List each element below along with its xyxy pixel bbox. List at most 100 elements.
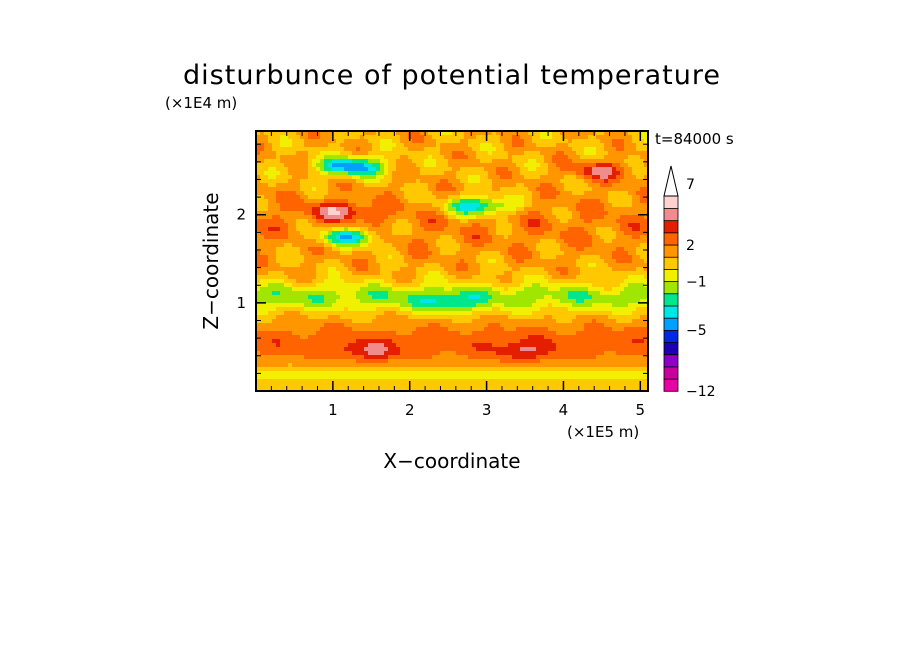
heatmap-cell bbox=[360, 159, 365, 164]
heatmap-cell bbox=[424, 195, 429, 200]
heatmap-cell bbox=[624, 319, 629, 324]
heatmap-cell bbox=[320, 131, 325, 136]
heatmap-cell bbox=[572, 299, 577, 304]
heatmap-cell bbox=[504, 251, 509, 256]
heatmap-cell bbox=[356, 243, 361, 248]
heatmap-cell bbox=[264, 271, 269, 276]
heatmap-cell bbox=[448, 147, 453, 152]
heatmap-cell bbox=[584, 207, 589, 212]
heatmap-cell bbox=[392, 247, 397, 252]
heatmap-cell bbox=[476, 243, 481, 248]
heatmap-cell bbox=[416, 263, 421, 268]
heatmap-cell bbox=[616, 255, 621, 260]
heatmap-cell bbox=[404, 331, 409, 336]
heatmap-cell bbox=[360, 279, 365, 284]
heatmap-cell bbox=[472, 215, 477, 220]
heatmap-cell bbox=[276, 187, 281, 192]
heatmap-cell bbox=[528, 283, 533, 288]
heatmap-cell bbox=[360, 307, 365, 312]
heatmap-cell bbox=[536, 279, 541, 284]
heatmap-cell bbox=[476, 299, 481, 304]
heatmap-cell bbox=[624, 131, 629, 136]
heatmap-cell bbox=[448, 191, 453, 196]
heatmap-cell bbox=[512, 143, 517, 148]
heatmap-cell bbox=[516, 275, 521, 280]
heatmap-cell bbox=[576, 239, 581, 244]
heatmap-cell bbox=[456, 287, 461, 292]
heatmap-cell bbox=[560, 275, 565, 280]
heatmap-cell bbox=[336, 271, 341, 276]
heatmap-cell bbox=[420, 295, 425, 300]
heatmap-cell bbox=[352, 255, 357, 260]
heatmap-cell bbox=[484, 147, 489, 152]
heatmap-cell bbox=[284, 215, 289, 220]
heatmap-cell bbox=[364, 247, 369, 252]
heatmap-cell bbox=[388, 283, 393, 288]
heatmap-cell bbox=[596, 231, 601, 236]
heatmap-cell bbox=[344, 191, 349, 196]
heatmap-cell bbox=[576, 203, 581, 208]
heatmap-cell bbox=[300, 251, 305, 256]
heatmap-cell bbox=[396, 247, 401, 252]
heatmap-cell bbox=[548, 215, 553, 220]
heatmap-cell bbox=[416, 167, 421, 172]
heatmap-cell bbox=[492, 183, 497, 188]
heatmap-cell bbox=[340, 247, 345, 252]
heatmap-cell bbox=[572, 195, 577, 200]
heatmap-cell bbox=[512, 139, 517, 144]
heatmap-cell bbox=[280, 239, 285, 244]
heatmap-cell bbox=[364, 171, 369, 176]
heatmap-cell bbox=[596, 275, 601, 280]
heatmap-cell bbox=[544, 235, 549, 240]
heatmap-cell bbox=[636, 279, 641, 284]
heatmap-cell bbox=[452, 147, 457, 152]
heatmap-cell bbox=[444, 143, 449, 148]
heatmap-cell bbox=[444, 135, 449, 140]
heatmap-cell bbox=[344, 267, 349, 272]
heatmap-cell bbox=[484, 279, 489, 284]
heatmap-cell bbox=[616, 251, 621, 256]
heatmap-cell bbox=[392, 307, 397, 312]
heatmap-cell bbox=[308, 259, 313, 264]
heatmap-cell bbox=[644, 287, 648, 292]
heatmap-cell bbox=[544, 143, 549, 148]
heatmap-cell bbox=[408, 251, 413, 256]
heatmap-cell bbox=[284, 311, 289, 316]
heatmap-cell bbox=[304, 291, 309, 296]
heatmap-cell bbox=[600, 203, 605, 208]
heatmap-cell bbox=[560, 327, 565, 332]
heatmap-cell bbox=[428, 219, 433, 224]
heatmap-cell bbox=[300, 155, 305, 160]
heatmap-cell bbox=[304, 219, 309, 224]
heatmap-cell bbox=[312, 283, 317, 288]
heatmap-cell bbox=[632, 159, 637, 164]
heatmap-cell bbox=[304, 287, 309, 292]
heatmap-cell bbox=[552, 135, 557, 140]
heatmap-cell bbox=[644, 155, 648, 160]
heatmap-cell bbox=[384, 215, 389, 220]
heatmap-cell bbox=[496, 311, 501, 316]
heatmap-cell bbox=[500, 307, 505, 312]
heatmap-cell bbox=[380, 259, 385, 264]
heatmap-cell bbox=[396, 327, 401, 332]
heatmap-cell bbox=[604, 331, 609, 336]
heatmap-cell bbox=[520, 271, 525, 276]
heatmap-cell bbox=[476, 319, 481, 324]
heatmap-cell bbox=[340, 203, 345, 208]
heatmap-cell bbox=[608, 267, 613, 272]
heatmap-cell bbox=[596, 299, 601, 304]
heatmap-cell bbox=[280, 215, 285, 220]
heatmap-cell bbox=[268, 239, 273, 244]
heatmap-cell bbox=[536, 175, 541, 180]
heatmap-cell bbox=[604, 179, 609, 184]
heatmap-cell bbox=[492, 159, 497, 164]
heatmap-cell bbox=[324, 271, 329, 276]
heatmap-cell bbox=[644, 271, 648, 276]
heatmap-cell bbox=[468, 139, 473, 144]
heatmap-cell bbox=[324, 283, 329, 288]
heatmap-cell bbox=[464, 187, 469, 192]
heatmap-cell bbox=[308, 263, 313, 268]
heatmap-cell bbox=[528, 303, 533, 308]
heatmap-cell bbox=[544, 199, 549, 204]
heatmap-cell bbox=[420, 315, 425, 320]
